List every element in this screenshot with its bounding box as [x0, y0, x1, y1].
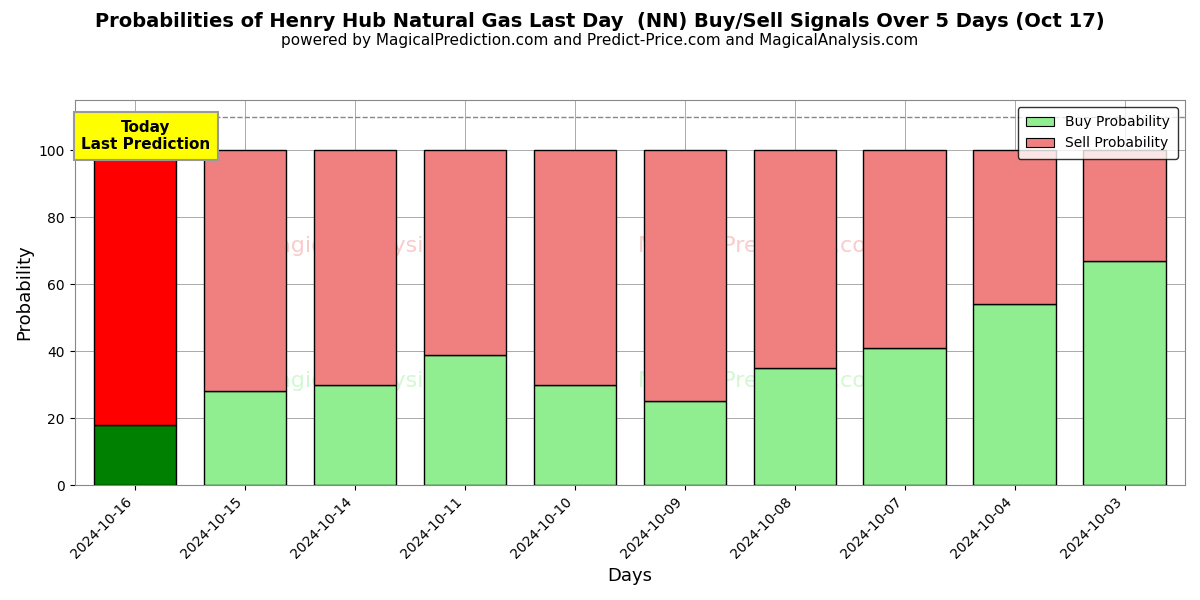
Bar: [643, 401, 726, 485]
Bar: [204, 150, 287, 391]
Bar: [534, 150, 616, 385]
Bar: [94, 425, 176, 485]
Text: MagicalAnalysis.com: MagicalAnalysis.com: [259, 236, 491, 256]
Bar: [864, 150, 946, 348]
Bar: [973, 304, 1056, 485]
Bar: [313, 150, 396, 385]
Bar: [313, 385, 396, 485]
Text: Today
Last Prediction: Today Last Prediction: [82, 120, 211, 152]
Bar: [424, 355, 506, 485]
Bar: [643, 150, 726, 401]
Text: MagicalAnalysis.com: MagicalAnalysis.com: [259, 371, 491, 391]
Bar: [864, 348, 946, 485]
Bar: [1084, 261, 1165, 485]
Bar: [94, 150, 176, 425]
Bar: [534, 385, 616, 485]
Text: Probabilities of Henry Hub Natural Gas Last Day  (NN) Buy/Sell Signals Over 5 Da: Probabilities of Henry Hub Natural Gas L…: [95, 12, 1105, 31]
Bar: [754, 150, 836, 368]
X-axis label: Days: Days: [607, 567, 653, 585]
Bar: [1084, 150, 1165, 261]
Legend: Buy Probability, Sell Probability: Buy Probability, Sell Probability: [1018, 107, 1178, 158]
Bar: [754, 368, 836, 485]
Text: MagicalPrediction.com: MagicalPrediction.com: [638, 371, 888, 391]
Bar: [973, 150, 1056, 304]
Bar: [424, 150, 506, 355]
Bar: [204, 391, 287, 485]
Y-axis label: Probability: Probability: [16, 245, 34, 340]
Text: MagicalPrediction.com: MagicalPrediction.com: [638, 236, 888, 256]
Text: powered by MagicalPrediction.com and Predict-Price.com and MagicalAnalysis.com: powered by MagicalPrediction.com and Pre…: [281, 33, 919, 48]
